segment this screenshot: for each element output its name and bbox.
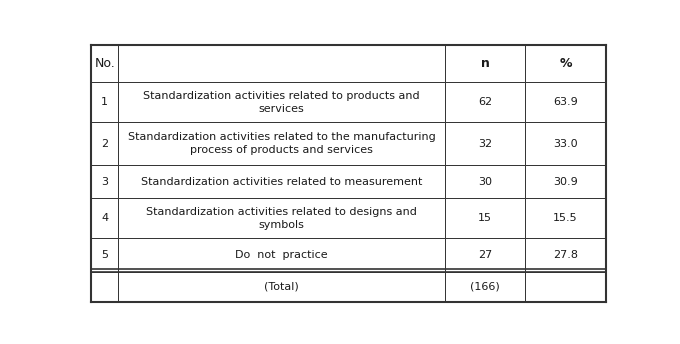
Bar — [445, 82, 526, 122]
Text: Standardization activities related to the manufacturing
process of products and : Standardization activities related to th… — [128, 132, 435, 155]
Bar — [526, 165, 606, 198]
Text: (166): (166) — [471, 282, 500, 292]
Text: 15: 15 — [478, 213, 492, 223]
Text: (Total): (Total) — [265, 282, 299, 292]
Bar — [526, 272, 606, 302]
Text: 63.9: 63.9 — [554, 97, 578, 107]
Text: Standardization activities related to products and
services: Standardization activities related to pr… — [143, 90, 420, 114]
Bar — [445, 272, 526, 302]
Text: 3: 3 — [101, 177, 108, 187]
Text: 32: 32 — [478, 139, 492, 149]
Text: 62: 62 — [478, 97, 492, 107]
Bar — [118, 122, 445, 165]
Text: Do  not  practice: Do not practice — [235, 250, 328, 260]
Text: 33.0: 33.0 — [554, 139, 578, 149]
Bar — [445, 45, 526, 82]
Bar — [91, 198, 118, 238]
Text: 15.5: 15.5 — [554, 213, 578, 223]
Text: 27: 27 — [478, 250, 492, 260]
Bar — [526, 238, 606, 272]
Bar — [91, 165, 118, 198]
Bar — [91, 45, 118, 82]
Text: 5: 5 — [101, 250, 108, 260]
Bar — [91, 122, 118, 165]
Text: Standardization activities related to measurement: Standardization activities related to me… — [141, 177, 422, 187]
Text: 4: 4 — [101, 213, 108, 223]
Text: No.: No. — [95, 57, 115, 70]
Bar — [118, 238, 445, 272]
Text: 27.8: 27.8 — [553, 250, 578, 260]
Bar — [445, 198, 526, 238]
Text: 30.9: 30.9 — [554, 177, 578, 187]
Bar — [118, 198, 445, 238]
Bar — [526, 198, 606, 238]
Bar — [91, 238, 118, 272]
Bar — [526, 122, 606, 165]
Text: n: n — [481, 57, 490, 70]
Text: 1: 1 — [101, 97, 108, 107]
Bar — [445, 238, 526, 272]
Text: 30: 30 — [478, 177, 492, 187]
Bar — [526, 82, 606, 122]
Bar — [118, 45, 445, 82]
Text: %: % — [560, 57, 572, 70]
Bar — [118, 165, 445, 198]
Bar — [118, 272, 445, 302]
Bar — [91, 82, 118, 122]
Bar — [118, 82, 445, 122]
Bar — [445, 165, 526, 198]
Bar — [526, 45, 606, 82]
Bar — [445, 122, 526, 165]
Text: 2: 2 — [101, 139, 108, 149]
Text: Standardization activities related to designs and
symbols: Standardization activities related to de… — [146, 207, 417, 230]
Bar — [91, 272, 118, 302]
